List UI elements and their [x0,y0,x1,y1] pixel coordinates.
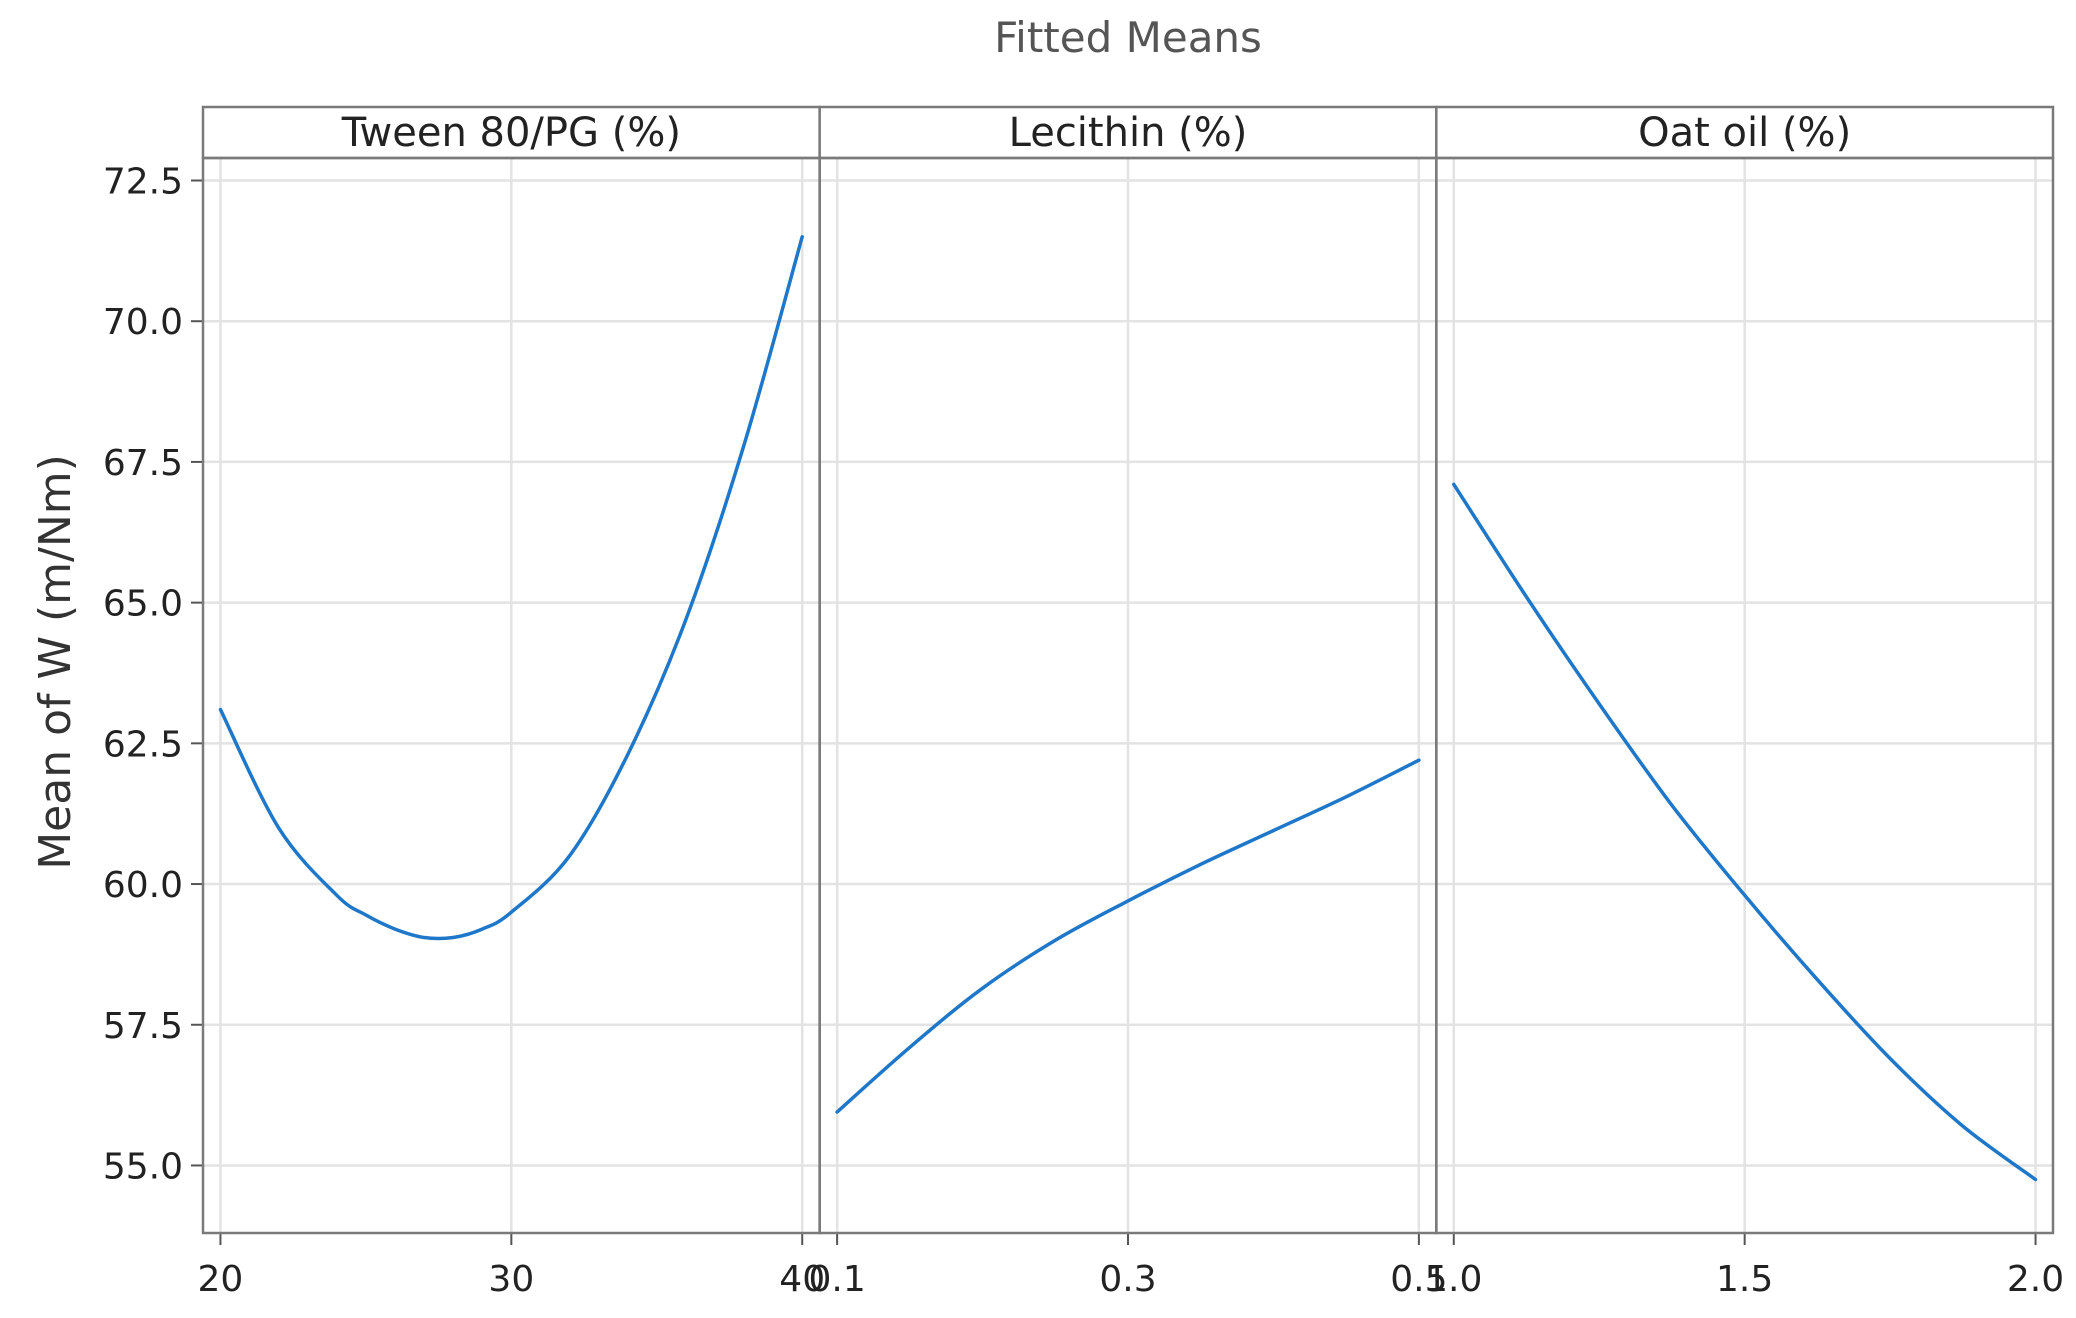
x-tick-label: 0.5 [1390,1259,1447,1300]
x-tick-label: 40 [779,1259,825,1300]
y-tick-label: 57.5 [103,1006,183,1047]
series-line [218,235,804,941]
panel-strip-title: Lecithin (%) [1009,110,1248,156]
x-tick-label: 2.0 [2007,1259,2064,1300]
y-tick-label: 60.0 [103,865,183,906]
x-tick-label: 1.0 [1425,1259,1482,1300]
panel-strip [201,105,821,160]
x-tick-label: 0.3 [1099,1259,1156,1300]
series-line [1452,482,2038,1182]
y-tick-label: 62.5 [103,724,183,765]
chart-title: Fitted Means [994,13,1262,62]
series-line [835,758,1421,1114]
x-tick-label: 1.5 [1716,1259,1773,1300]
x-tick-label: 30 [488,1259,534,1300]
panel-frame [1435,156,2055,1235]
panel-strip-title: Tween 80/PG (%) [341,110,681,156]
y-axis-label: Mean of W (m/Nm) [30,454,81,870]
y-tick-label: 72.5 [103,162,183,203]
y-tick-label: 65.0 [103,584,183,625]
plot-layer: 55.0 57.5 60.0 62.5 65.0 67.5 70.0 72.5 20 30 40 Tw… [103,105,2064,1300]
y-tick-label: 55.0 [103,1146,183,1187]
y-tick-label: 67.5 [103,443,183,484]
panel-strip-title: Oat oil (%) [1638,110,1851,156]
y-tick-label: 70.0 [103,302,183,343]
x-tick-label: 0.1 [808,1259,865,1300]
x-tick-label: 20 [198,1259,244,1300]
